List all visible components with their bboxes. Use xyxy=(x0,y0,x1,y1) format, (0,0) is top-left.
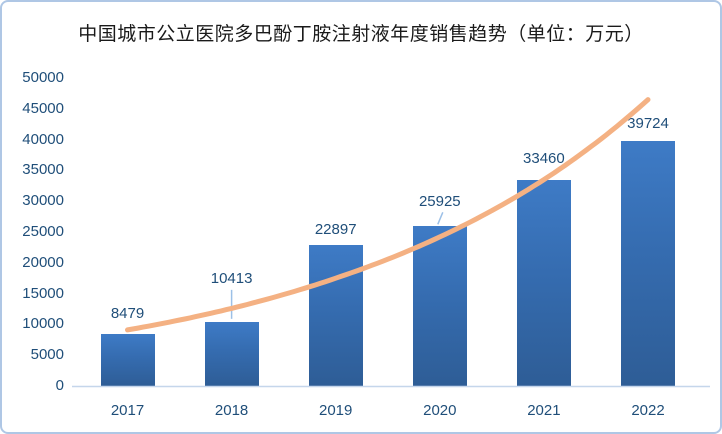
y-axis-tick-label: 50000 xyxy=(22,69,64,86)
y-axis-tick-label: 15000 xyxy=(22,284,64,302)
bar-2020 xyxy=(412,226,467,386)
bar-2018 xyxy=(204,321,259,386)
y-axis-tick-label: 20000 xyxy=(22,253,64,271)
bar-2021 xyxy=(516,179,571,386)
bar-2022 xyxy=(621,141,675,386)
y-axis-tick-label: 40000 xyxy=(22,130,64,148)
y-axis-tick-label: 10000 xyxy=(22,315,64,333)
x-axis-label: 2021 xyxy=(527,402,561,419)
y-axis-tick-label: 30000 xyxy=(22,192,64,210)
data-label: 25925 xyxy=(418,193,461,211)
data-label: 22897 xyxy=(314,220,357,238)
leader-line xyxy=(437,212,444,225)
x-axis-label: 2017 xyxy=(110,402,145,419)
y-axis-tick-label: 5000 xyxy=(30,346,64,364)
chart-title: 中国城市公立医院多巴酚丁胺注射液年度销售趋势（单位：万元） xyxy=(78,24,644,45)
x-axis-label: 2022 xyxy=(631,402,665,419)
data-label: 33460 xyxy=(523,149,565,167)
data-label: 39724 xyxy=(627,115,669,133)
y-axis-tick-label: 25000 xyxy=(22,223,64,240)
x-axis-label: 2018 xyxy=(214,402,249,419)
bar-2017 xyxy=(100,333,155,386)
bar-2019 xyxy=(308,244,363,386)
data-label: 10413 xyxy=(210,269,253,287)
y-axis-tick-label: 45000 xyxy=(22,99,64,117)
y-axis-tick-label: 35000 xyxy=(22,161,64,179)
x-axis-label: 2020 xyxy=(423,402,457,419)
data-label: 8479 xyxy=(110,304,145,322)
x-axis-label: 2019 xyxy=(319,402,353,419)
y-axis-tick-label: 0 xyxy=(55,377,64,394)
